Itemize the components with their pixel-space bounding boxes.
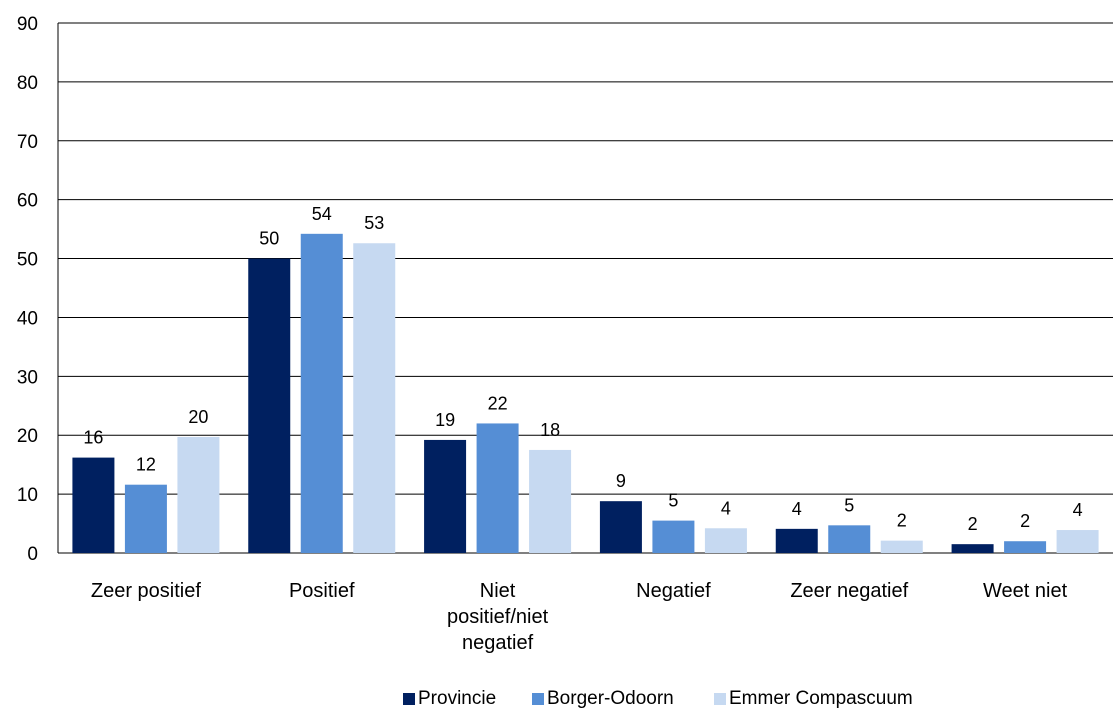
bar-1-emmer-compascuum	[177, 436, 220, 553]
data-label-4-1: 9	[616, 471, 626, 491]
data-label-6-3: 4	[1073, 500, 1083, 520]
bar-6-borger-odoorn	[1004, 541, 1047, 553]
bar-2-provincie	[248, 258, 291, 553]
y-tick-label-0: 0	[27, 544, 38, 565]
bar-4-provincie	[599, 501, 642, 553]
legend-label-provincie: Provincie	[418, 688, 496, 709]
y-tick-label-20: 20	[17, 426, 38, 447]
x-category-label-3-line-2: positief/niet	[447, 606, 549, 628]
data-label-2-3: 53	[364, 213, 384, 233]
bar-4-borger-odoorn	[652, 520, 695, 553]
legend-label-borger-odoorn: Borger-Odoorn	[547, 688, 674, 709]
bar-2-borger-odoorn	[300, 233, 343, 554]
data-label-2-1: 50	[259, 229, 279, 249]
data-label-2-2: 54	[312, 204, 332, 224]
bar-3-provincie	[424, 439, 467, 553]
y-tick-label-50: 50	[17, 250, 38, 271]
bar-3-emmer-compascuum	[529, 449, 572, 553]
data-label-5-3: 2	[897, 511, 907, 531]
y-tick-label-90: 90	[17, 14, 38, 35]
bar-6-provincie	[951, 544, 994, 553]
data-label-1-1: 16	[83, 428, 103, 448]
bar-1-borger-odoorn	[124, 484, 167, 553]
data-label-6-1: 2	[968, 514, 978, 534]
y-tick-label-80: 80	[17, 73, 38, 94]
data-label-3-3: 18	[540, 420, 560, 440]
y-tick-label-40: 40	[17, 308, 38, 329]
bar-6-emmer-compascuum	[1056, 530, 1099, 553]
data-label-5-2: 5	[844, 495, 854, 515]
y-tick-label-60: 60	[17, 191, 38, 212]
bar-1-provincie	[72, 457, 115, 553]
y-tick-label-10: 10	[17, 485, 38, 506]
legend-swatch-borger-odoorn	[532, 693, 544, 705]
y-tick-label-70: 70	[17, 132, 38, 153]
legend-swatch-provincie	[403, 693, 415, 705]
x-category-label-6: Weet niet	[983, 580, 1068, 602]
x-category-label-3-line-3: negatief	[462, 632, 534, 654]
x-category-label-2: Positief	[289, 580, 355, 602]
bar-5-borger-odoorn	[828, 525, 871, 553]
y-tick-label-30: 30	[17, 367, 38, 388]
data-label-6-2: 2	[1020, 511, 1030, 531]
x-category-label-3-line-1: Niet	[480, 580, 516, 602]
x-category-label-5: Zeer negatief	[790, 580, 908, 602]
legend-swatch-emmer-compascuum	[714, 693, 726, 705]
data-label-3-2: 22	[488, 393, 508, 413]
x-category-label-4: Negatief	[636, 580, 711, 602]
data-label-4-3: 4	[721, 498, 731, 518]
data-label-3-1: 19	[435, 410, 455, 430]
data-label-1-2: 12	[136, 455, 156, 475]
data-label-5-1: 4	[792, 499, 802, 519]
data-label-1-3: 20	[188, 407, 208, 427]
bar-4-emmer-compascuum	[704, 528, 747, 553]
bar-5-emmer-compascuum	[880, 540, 923, 553]
legend-label-emmer-compascuum: Emmer Compascuum	[729, 688, 913, 709]
bar-5-provincie	[775, 528, 818, 553]
x-category-label-1: Zeer positief	[91, 580, 201, 602]
bar-2-emmer-compascuum	[353, 243, 396, 553]
bar-3-borger-odoorn	[476, 423, 519, 553]
data-label-4-2: 5	[668, 491, 678, 511]
